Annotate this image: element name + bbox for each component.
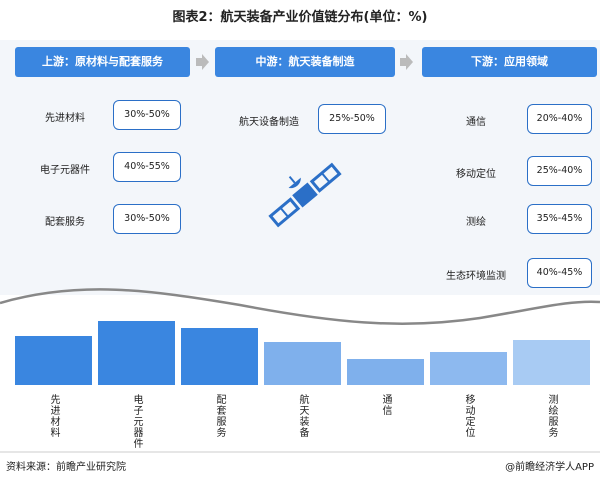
stage-header: 中游：航天装备制造: [215, 47, 395, 77]
bar-label: 配套服务: [214, 394, 225, 438]
stage-header: 下游：应用领域: [422, 47, 597, 77]
bar: [15, 336, 92, 385]
satellite-icon: [268, 162, 342, 228]
stage-header: 上游：原材料与配套服务: [15, 47, 190, 77]
item-value: 35%-45%: [527, 204, 592, 234]
wave-line: [0, 288, 600, 325]
item-label: 通信: [466, 117, 486, 128]
bar-label: 移动定位: [463, 394, 474, 438]
bar: [181, 328, 258, 385]
panel: [0, 40, 600, 295]
bar: [513, 340, 590, 385]
bar: [98, 321, 175, 385]
brand: @前瞻经济学人APP: [505, 462, 594, 473]
item-label: 测绘: [466, 217, 486, 228]
bar-label: 先进材料: [48, 394, 59, 438]
bar-label: 航天装备: [297, 394, 308, 438]
item-label: 航天设备制造: [239, 117, 299, 128]
arrow: [400, 54, 413, 70]
bar-label: 电子元器件: [131, 394, 142, 449]
item-value: 30%-50%: [113, 204, 181, 234]
item-value: 20%-40%: [527, 104, 592, 134]
title: 图表2：航天装备产业价值链分布(单位：%): [172, 10, 428, 25]
bar: [347, 359, 424, 385]
bar-label: 测绘服务: [546, 394, 557, 438]
item-label: 生态环境监测: [446, 271, 506, 282]
item-value: 40%-55%: [113, 152, 181, 182]
item-value: 30%-50%: [113, 100, 181, 130]
bar: [264, 342, 341, 385]
source: 资料来源：前瞻产业研究院: [6, 462, 126, 473]
item-value: 25%-40%: [527, 156, 592, 186]
item-label: 配套服务: [45, 217, 85, 228]
item-value: 25%-50%: [318, 104, 386, 134]
arrow: [196, 54, 209, 70]
item-label: 移动定位: [456, 169, 496, 180]
item-value: 40%-45%: [527, 258, 592, 288]
item-label: 先进材料: [45, 113, 85, 124]
bar-label: 通信: [380, 394, 391, 416]
item-label: 电子元器件: [40, 165, 90, 176]
bar: [430, 352, 507, 385]
